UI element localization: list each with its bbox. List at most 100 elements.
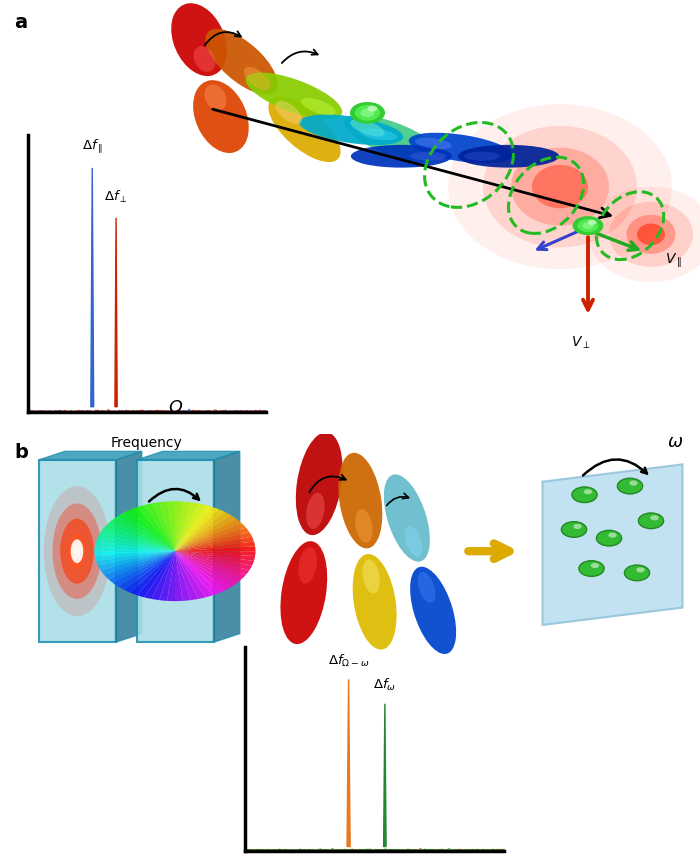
Polygon shape (116, 451, 141, 642)
Wedge shape (144, 551, 175, 599)
Wedge shape (175, 551, 254, 566)
Circle shape (636, 568, 645, 573)
Circle shape (624, 565, 650, 581)
Ellipse shape (268, 96, 341, 162)
Wedge shape (175, 551, 246, 579)
Polygon shape (542, 464, 682, 625)
Wedge shape (175, 507, 220, 551)
Wedge shape (175, 551, 255, 561)
Wedge shape (124, 510, 175, 551)
Ellipse shape (609, 202, 693, 267)
Wedge shape (160, 502, 175, 551)
Ellipse shape (410, 567, 456, 654)
Circle shape (573, 216, 603, 235)
Wedge shape (175, 551, 183, 602)
Ellipse shape (299, 115, 403, 145)
Wedge shape (94, 546, 175, 551)
Ellipse shape (360, 128, 397, 141)
Wedge shape (95, 551, 175, 561)
Wedge shape (96, 536, 175, 551)
Ellipse shape (296, 432, 342, 536)
Polygon shape (384, 704, 386, 846)
Ellipse shape (246, 73, 342, 119)
Wedge shape (118, 513, 175, 551)
Ellipse shape (193, 80, 248, 153)
Circle shape (561, 522, 587, 537)
Wedge shape (94, 551, 175, 556)
Wedge shape (144, 503, 175, 551)
Circle shape (360, 108, 374, 117)
Wedge shape (130, 551, 175, 595)
Wedge shape (175, 513, 232, 551)
Text: Frequency: Frequency (111, 436, 183, 450)
Ellipse shape (415, 137, 452, 149)
Circle shape (368, 105, 377, 112)
Wedge shape (175, 551, 213, 597)
Text: $\Delta f_{\Omega-\omega}$: $\Delta f_{\Omega-\omega}$ (328, 653, 370, 669)
Ellipse shape (71, 539, 83, 563)
Wedge shape (175, 546, 256, 551)
Ellipse shape (351, 145, 452, 168)
Wedge shape (175, 551, 237, 587)
Wedge shape (137, 551, 175, 597)
Text: ω: ω (667, 433, 682, 451)
Wedge shape (175, 505, 213, 551)
Wedge shape (137, 505, 175, 551)
Circle shape (650, 516, 659, 520)
Wedge shape (175, 551, 232, 589)
Ellipse shape (363, 560, 380, 594)
Circle shape (573, 524, 582, 529)
Wedge shape (175, 551, 198, 600)
Ellipse shape (204, 84, 226, 110)
Ellipse shape (69, 534, 85, 569)
Ellipse shape (344, 115, 440, 161)
Ellipse shape (409, 133, 513, 163)
Circle shape (355, 105, 380, 121)
Wedge shape (167, 551, 175, 602)
Circle shape (591, 563, 599, 568)
Ellipse shape (458, 145, 559, 168)
Ellipse shape (244, 67, 271, 90)
Wedge shape (98, 551, 175, 570)
Text: b: b (14, 443, 28, 462)
Polygon shape (136, 460, 214, 642)
Polygon shape (214, 451, 239, 642)
Polygon shape (115, 218, 117, 407)
Ellipse shape (588, 187, 700, 282)
Circle shape (638, 513, 664, 529)
Circle shape (582, 222, 594, 229)
Ellipse shape (281, 541, 327, 644)
Wedge shape (113, 551, 175, 587)
Wedge shape (101, 528, 175, 551)
Wedge shape (175, 551, 242, 582)
Polygon shape (347, 680, 350, 846)
Ellipse shape (298, 547, 317, 583)
Ellipse shape (172, 3, 227, 76)
Wedge shape (175, 510, 226, 551)
Wedge shape (175, 551, 190, 601)
Ellipse shape (60, 518, 94, 584)
Ellipse shape (353, 554, 397, 649)
Ellipse shape (74, 545, 80, 558)
Text: Ω: Ω (168, 398, 182, 417)
Wedge shape (175, 503, 206, 551)
Polygon shape (38, 460, 116, 642)
Wedge shape (175, 532, 252, 551)
Ellipse shape (464, 152, 500, 161)
Wedge shape (175, 551, 256, 556)
Wedge shape (167, 502, 175, 551)
Wedge shape (175, 520, 242, 551)
Circle shape (629, 481, 638, 485)
Wedge shape (101, 551, 175, 575)
Ellipse shape (410, 152, 446, 161)
Ellipse shape (483, 126, 637, 247)
Circle shape (596, 530, 622, 546)
Circle shape (350, 102, 385, 124)
Wedge shape (152, 503, 175, 551)
Wedge shape (175, 551, 226, 593)
Wedge shape (175, 502, 183, 551)
Polygon shape (136, 451, 239, 460)
Wedge shape (175, 551, 206, 599)
Circle shape (608, 533, 617, 537)
Wedge shape (175, 551, 252, 570)
